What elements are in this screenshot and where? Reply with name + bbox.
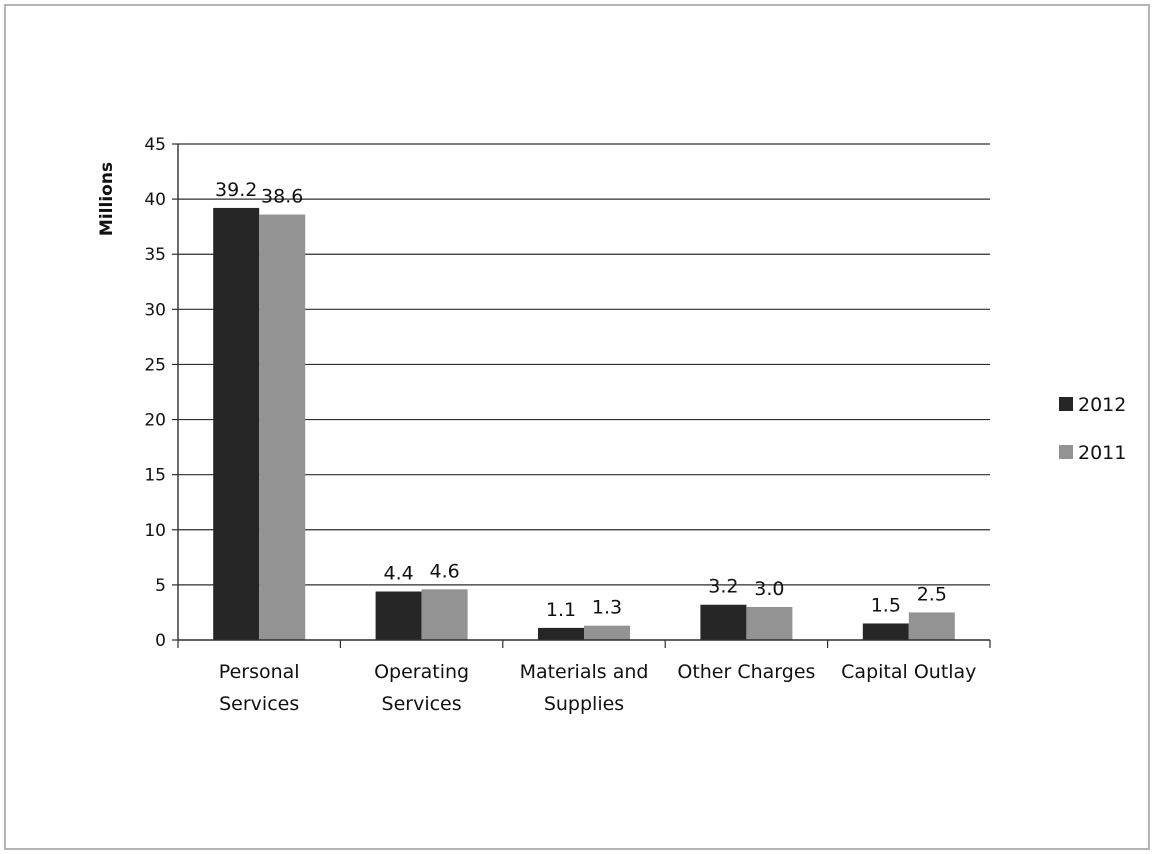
y-tick-label: 30 (144, 300, 166, 320)
y-tick-label: 10 (144, 521, 166, 541)
bar-2012 (538, 627, 584, 640)
chart-frame: 0 5 10 15 20 25 30 35 40 45 Millions 39.2 38.6 Person… (4, 4, 1150, 850)
data-label-2012: 39.2 (215, 179, 257, 201)
x-category-label: Other Charges (677, 661, 815, 683)
y-tick-label: 15 (144, 466, 166, 486)
bar-2011 (259, 214, 306, 640)
data-label-2011: 1.3 (592, 597, 622, 619)
x-category-label: Operating (374, 661, 469, 683)
bar-2012 (700, 604, 747, 640)
bar-2012 (862, 623, 909, 640)
y-tick-label: 0 (155, 631, 166, 651)
bar-2011 (584, 625, 630, 640)
bar-2012 (375, 591, 422, 640)
y-tick-label: 5 (155, 576, 166, 596)
data-label-2012: 3.2 (708, 576, 738, 598)
y-axis-title: Millions (97, 162, 117, 236)
legend-swatch-2012 (1059, 397, 1073, 411)
gridlines (178, 143, 990, 586)
x-category-label: Materials and (520, 661, 649, 683)
legend-label-2011: 2011 (1078, 442, 1126, 464)
x-category-label: Capital Outlay (841, 661, 976, 683)
y-tick-label: 20 (144, 411, 166, 431)
data-label-2011: 38.6 (261, 186, 303, 208)
x-category-label: Services (219, 693, 299, 715)
y-tick-label: 45 (144, 135, 166, 155)
x-category-label: Services (382, 693, 462, 715)
y-tick-label: 25 (144, 355, 166, 375)
bar-2011 (746, 606, 793, 640)
y-tick-label: 35 (144, 245, 166, 265)
legend: 2012 2011 (1059, 394, 1126, 464)
data-label-2012: 1.1 (546, 599, 576, 621)
data-label-2011: 2.5 (917, 583, 947, 605)
chart-canvas: 0 5 10 15 20 25 30 35 40 45 Millions 39.2 38.6 Person… (97, 135, 1126, 715)
data-label-2011: 4.6 (429, 560, 459, 582)
labels: 0 5 10 15 20 25 30 35 40 45 Millions 39.2 38.6 Person… (97, 135, 976, 715)
x-category-label: Personal (219, 661, 300, 683)
bar-2011 (421, 589, 468, 640)
legend-swatch-2011 (1059, 445, 1073, 459)
bar-2012 (213, 207, 260, 640)
bars (213, 207, 955, 640)
legend-label-2012: 2012 (1078, 394, 1126, 416)
data-label-2012: 1.5 (871, 594, 901, 616)
data-label-2012: 4.4 (383, 563, 413, 585)
data-label-2011: 3.0 (754, 578, 784, 600)
bar-2011 (908, 612, 955, 640)
axes (172, 143, 991, 648)
y-tick-label: 40 (144, 190, 166, 210)
x-category-label: Supplies (544, 693, 624, 715)
